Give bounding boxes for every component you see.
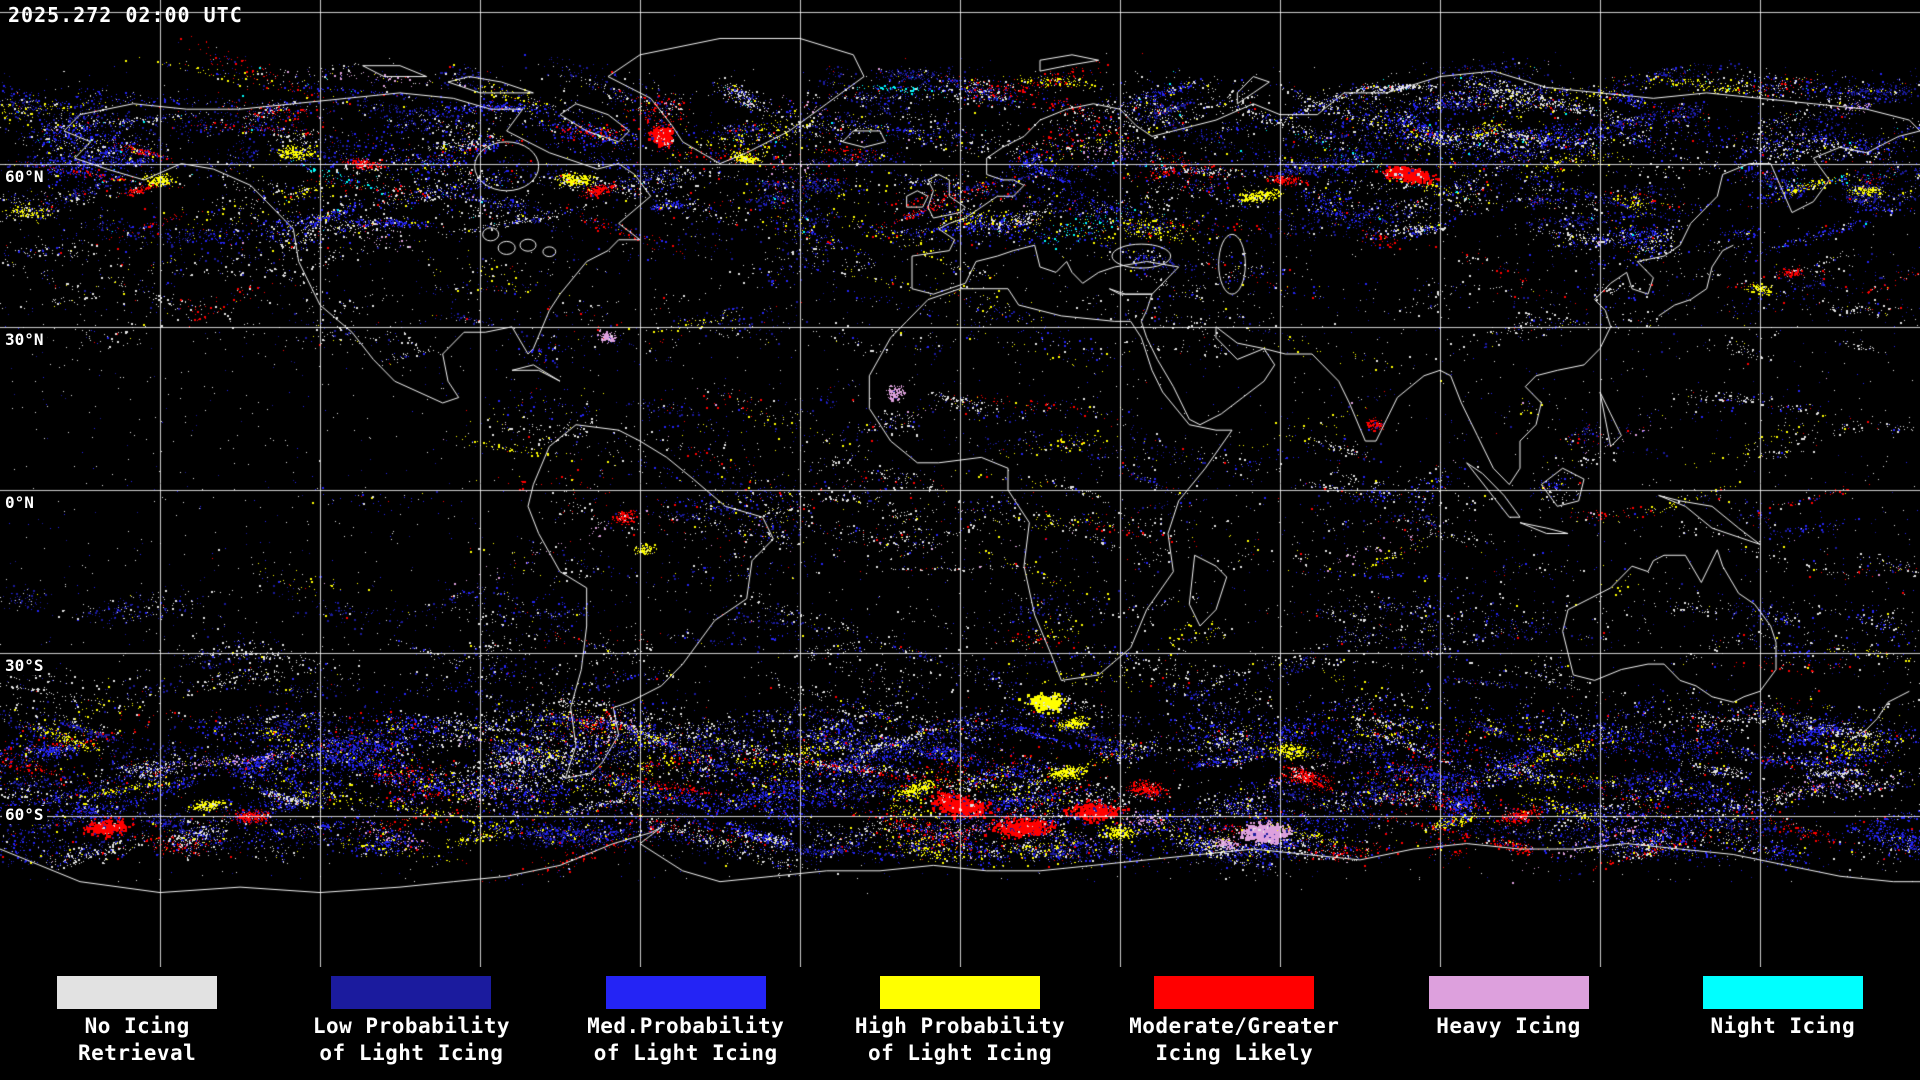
legend-label-line1: Heavy Icing bbox=[1436, 1014, 1581, 1038]
legend-label-line1: Med.Probability bbox=[587, 1014, 785, 1038]
legend-swatch-no-icing bbox=[57, 976, 218, 1009]
legend-label-line1: Moderate/Greater bbox=[1129, 1014, 1340, 1038]
legend-label-line1: No Icing bbox=[84, 1014, 190, 1038]
legend-item-low-light: Low Probability of Light Icing bbox=[274, 967, 548, 1080]
legend-item-med-light: Med.Probability of Light Icing bbox=[549, 967, 823, 1080]
legend-label-line2: of Light Icing bbox=[319, 1041, 504, 1065]
legend-label-line2 bbox=[1646, 1040, 1920, 1067]
legend-label-line2: Icing Likely bbox=[1155, 1041, 1314, 1065]
legend-swatch-heavy bbox=[1428, 976, 1589, 1009]
latitude-label-0n: 0°N bbox=[2, 494, 37, 512]
legend-label-line2: Retrieval bbox=[77, 1041, 197, 1065]
legend-label-line2 bbox=[1371, 1040, 1645, 1067]
latitude-label-60s: 60°S bbox=[2, 806, 47, 824]
legend-label-line1: High Probability bbox=[854, 1014, 1066, 1038]
legend-item-night: Night Icing bbox=[1646, 967, 1920, 1080]
legend-label-line2: of Light Icing bbox=[867, 1041, 1052, 1065]
legend-swatch-moderate-greater bbox=[1154, 976, 1315, 1009]
world-icing-map: 2025.272 02:00 UTC 60°N 30°N 0°N 30°S 60… bbox=[0, 0, 1920, 967]
legend-bar: No Icing Retrieval Low Probability of Li… bbox=[0, 967, 1920, 1080]
icing-map-canvas bbox=[0, 0, 1920, 967]
legend-swatch-high-light bbox=[879, 976, 1040, 1009]
legend-item-heavy: Heavy Icing bbox=[1371, 967, 1645, 1080]
legend-label-line1: Night Icing bbox=[1710, 1014, 1856, 1038]
legend-item-no-icing: No Icing Retrieval bbox=[0, 967, 274, 1080]
latitude-label-60n: 60°N bbox=[2, 168, 47, 186]
legend-swatch-low-light bbox=[331, 976, 492, 1009]
legend-swatch-night bbox=[1702, 976, 1863, 1009]
legend-swatch-med-light bbox=[605, 976, 766, 1009]
latitude-label-30n: 30°N bbox=[2, 331, 47, 349]
latitude-label-30s: 30°S bbox=[2, 657, 47, 675]
legend-label-line1: Low Probability bbox=[312, 1014, 510, 1038]
legend-item-high-light: High Probability of Light Icing bbox=[823, 967, 1097, 1080]
legend-item-moderate-greater: Moderate/Greater Icing Likely bbox=[1097, 967, 1371, 1080]
legend-label-line2: of Light Icing bbox=[593, 1041, 778, 1065]
timestamp-label: 2025.272 02:00 UTC bbox=[8, 3, 243, 27]
